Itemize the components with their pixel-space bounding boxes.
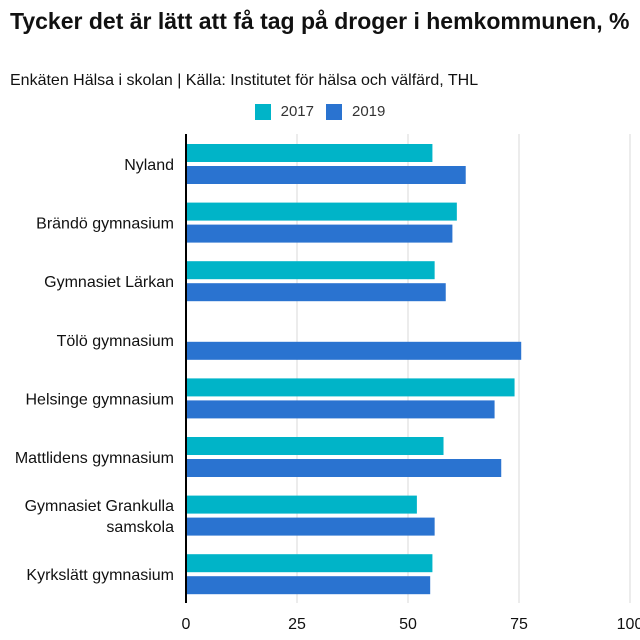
bar-2017-0 bbox=[186, 144, 433, 162]
category-label-7: Kyrkslätt gymnasium bbox=[26, 567, 174, 584]
category-label-6: Gymnasiet Grankulla samskola bbox=[25, 498, 174, 536]
bar-2017-6 bbox=[186, 495, 417, 514]
legend-item-2019[interactable]: 2019 bbox=[326, 103, 385, 120]
bar-2019-0 bbox=[186, 166, 466, 184]
bar-2019-4 bbox=[186, 400, 495, 419]
category-label-2: Gymnasiet Lärkan bbox=[44, 274, 174, 291]
legend-swatch-2017 bbox=[254, 103, 271, 120]
bar-2019-5 bbox=[186, 459, 502, 477]
x-tick-label-75: 75 bbox=[510, 616, 528, 633]
bar-2017-2 bbox=[186, 261, 435, 280]
category-label-0: Nyland bbox=[124, 157, 174, 174]
x-tick-label-100: 100 bbox=[617, 616, 640, 633]
legend-swatch-2019 bbox=[326, 103, 342, 120]
legend-item-2017[interactable]: 2017 bbox=[254, 103, 314, 120]
category-label-3: Tölö gymnasium bbox=[57, 333, 174, 350]
category-label-4: Helsinge gymnasium bbox=[25, 391, 174, 408]
chart-subtitle: Enkäten Hälsa i skolan | Källa: Institut… bbox=[10, 72, 479, 89]
bar-2019-7 bbox=[186, 576, 431, 595]
bar-2017-1 bbox=[186, 202, 457, 221]
legend-label-2017: 2017 bbox=[280, 103, 314, 120]
x-tick-label-50: 50 bbox=[399, 616, 417, 633]
bar-2019-2 bbox=[186, 283, 446, 302]
category-label-1: Brändö gymnasium bbox=[36, 216, 174, 233]
legend-label-2019: 2019 bbox=[352, 103, 386, 120]
bar-2019-1 bbox=[186, 224, 453, 243]
bar-2017-4 bbox=[186, 378, 515, 397]
x-tick-label-25: 25 bbox=[288, 616, 306, 633]
x-tick-label-0: 0 bbox=[182, 616, 191, 633]
bar-2017-5 bbox=[186, 437, 444, 455]
legend: 2017 2019 bbox=[0, 103, 640, 120]
bar-2017-7 bbox=[186, 554, 433, 573]
chart-title: Tycker det är lätt att få tag på droger … bbox=[10, 8, 630, 34]
category-label-5: Mattlidens gymnasium bbox=[15, 450, 174, 467]
bar-2019-3 bbox=[186, 341, 522, 360]
bar-2019-6 bbox=[186, 517, 435, 536]
